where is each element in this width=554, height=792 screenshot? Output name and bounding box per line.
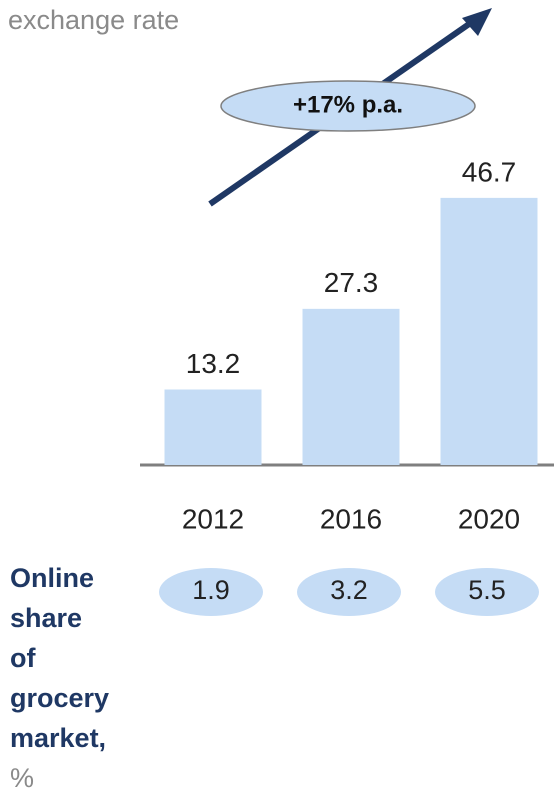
- arrow-head: [462, 8, 492, 36]
- bar: [440, 197, 538, 465]
- bar: [302, 308, 400, 465]
- value-label: 27.3: [324, 267, 379, 298]
- share-bubble: [159, 568, 263, 616]
- header-text: exchange rate: [8, 5, 179, 35]
- share-label-line: grocery: [10, 683, 109, 713]
- x-tick-label: 2012: [182, 503, 244, 534]
- share-label-line: Online: [10, 563, 94, 593]
- annotation-bubble: [220, 80, 476, 132]
- share-value: 5.5: [468, 575, 506, 605]
- annotation: +17% p.a.: [293, 91, 403, 118]
- share-bubble: [435, 568, 539, 616]
- share-value: 3.2: [330, 575, 368, 605]
- bar: [164, 389, 262, 465]
- share-label-line: share: [10, 603, 82, 633]
- x-tick-label: 2020: [458, 503, 520, 534]
- x-tick-label: 2016: [320, 503, 382, 534]
- value-label: 46.7: [462, 156, 517, 187]
- share-value: 1.9: [192, 575, 230, 605]
- share-label-line: %: [10, 763, 34, 792]
- share-bubble: [297, 568, 401, 616]
- value-label: 13.2: [186, 348, 241, 379]
- share-label-line: of: [10, 643, 36, 673]
- share-label-line: market,: [10, 723, 106, 753]
